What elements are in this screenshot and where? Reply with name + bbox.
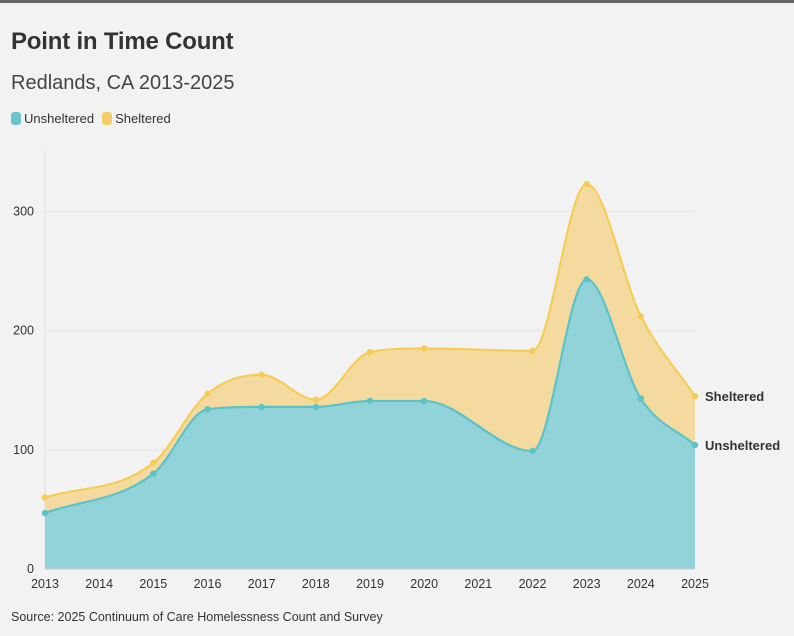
chart-subtitle: Redlands, CA 2013-2025: [11, 72, 235, 94]
point-unsheltered-2025[interactable]: [691, 441, 699, 449]
x-tick-label: 2018: [302, 577, 330, 591]
legend-item-unsheltered[interactable]: Unsheltered: [11, 111, 94, 126]
point-unsheltered-2013[interactable]: [41, 509, 49, 517]
point-sheltered-2017[interactable]: [258, 371, 265, 378]
point-sheltered-2013[interactable]: [41, 494, 49, 501]
point-sheltered-2023[interactable]: [583, 180, 590, 188]
y-tick-label: 100: [13, 443, 34, 457]
y-tick-label: 200: [13, 324, 34, 338]
area-unsheltered: [45, 279, 695, 569]
point-unsheltered-2018[interactable]: [312, 403, 320, 411]
y-tick-label: 0: [27, 562, 34, 576]
x-tick-label: 2021: [464, 577, 492, 591]
x-tick-label: 2020: [410, 577, 438, 591]
legend-swatch-sheltered: [102, 112, 113, 125]
x-tick-label: 2016: [194, 577, 222, 591]
point-unsheltered-2022[interactable]: [529, 447, 536, 455]
legend-item-sheltered[interactable]: Sheltered: [102, 111, 171, 126]
x-tick-label: 2014: [85, 577, 113, 591]
chart-title: Point in Time Count: [11, 28, 234, 55]
point-sheltered-2024[interactable]: [637, 313, 645, 320]
legend-label-sheltered: Sheltered: [115, 111, 171, 126]
source-note: Source: 2025 Continuum of Care Homelessn…: [11, 610, 383, 624]
point-sheltered-2022[interactable]: [529, 347, 536, 355]
point-sheltered-2015[interactable]: [150, 459, 157, 467]
area-chart: 0 100 200 300 2013 2014 2015 2016 2017 2018 2019 20…: [13, 150, 780, 591]
point-unsheltered-2023[interactable]: [583, 276, 590, 283]
x-tick-label: 2025: [681, 577, 709, 591]
x-tick-label: 2022: [519, 577, 547, 591]
legend: Unsheltered Sheltered: [11, 111, 179, 126]
point-unsheltered-2019[interactable]: [366, 397, 374, 405]
x-tick-label: 2023: [573, 577, 601, 591]
point-sheltered-2016[interactable]: [204, 390, 211, 397]
line-unsheltered: [44, 278, 696, 515]
point-sheltered-2020[interactable]: [420, 345, 428, 352]
point-unsheltered-2015[interactable]: [150, 470, 157, 477]
x-tick-label: 2017: [248, 577, 276, 591]
x-tick-label: 2019: [356, 577, 384, 591]
point-sheltered-2019[interactable]: [366, 348, 374, 356]
point-unsheltered-2020[interactable]: [420, 397, 428, 405]
end-label-unsheltered: Unsheltered: [705, 438, 780, 453]
point-sheltered-2025[interactable]: [691, 392, 699, 400]
point-sheltered-2018[interactable]: [312, 396, 320, 403]
end-label-sheltered: Sheltered: [705, 389, 764, 404]
x-tick-label: 2013: [31, 577, 59, 591]
point-unsheltered-2024[interactable]: [637, 395, 645, 402]
legend-swatch-unsheltered: [11, 112, 21, 125]
point-unsheltered-2017[interactable]: [258, 403, 265, 411]
point-unsheltered-2016[interactable]: [204, 406, 211, 413]
top-border: [0, 0, 794, 3]
legend-label-unsheltered: Unsheltered: [24, 111, 95, 126]
y-tick-label: 300: [13, 204, 34, 218]
line-sheltered: [44, 182, 696, 499]
x-tick-label: 2015: [139, 577, 167, 591]
x-tick-label: 2024: [627, 577, 655, 591]
